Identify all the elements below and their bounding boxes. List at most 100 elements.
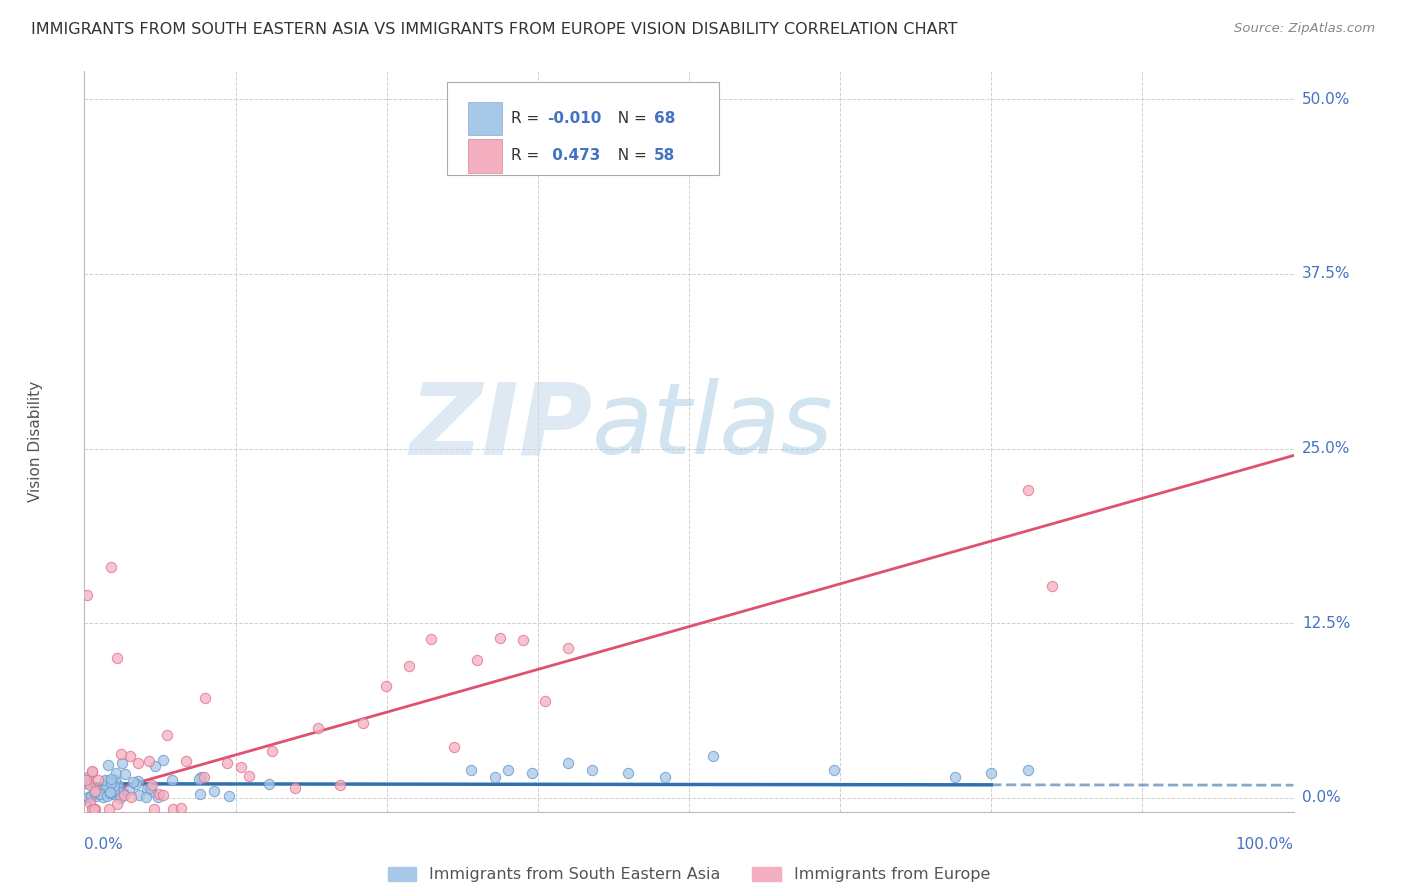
Point: [823, 763, 845, 777]
Point: [1017, 483, 1039, 498]
Point: [100, 560, 122, 574]
Point: [75, 775, 97, 789]
Point: [262, 744, 284, 758]
Point: [138, 754, 160, 768]
Point: [581, 763, 603, 777]
Point: [100, 772, 122, 786]
Point: [96, 758, 118, 772]
Text: 58: 58: [654, 148, 675, 163]
Point: [103, 779, 125, 793]
Point: [654, 770, 676, 784]
Point: [128, 788, 150, 802]
Text: 37.5%: 37.5%: [1302, 267, 1350, 281]
Text: Vision Disability: Vision Disability: [28, 381, 44, 502]
Point: [484, 770, 506, 784]
Point: [84, 802, 107, 816]
Point: [284, 781, 307, 796]
Text: N =: N =: [607, 148, 651, 163]
Point: [257, 777, 280, 791]
Text: ZIP: ZIP: [409, 378, 592, 475]
Text: 25.0%: 25.0%: [1302, 441, 1350, 456]
Text: N =: N =: [607, 111, 651, 126]
Point: [980, 765, 1002, 780]
Point: [118, 783, 141, 797]
Point: [77, 790, 100, 805]
Point: [152, 788, 174, 802]
Point: [122, 774, 145, 789]
Text: 100.0%: 100.0%: [1236, 837, 1294, 852]
FancyBboxPatch shape: [468, 102, 502, 136]
Point: [98, 802, 121, 816]
Point: [174, 754, 197, 768]
Point: [187, 772, 209, 786]
Point: [77, 790, 100, 805]
Text: 50.0%: 50.0%: [1302, 92, 1350, 107]
Point: [83, 784, 105, 798]
Point: [107, 780, 129, 795]
Point: [104, 766, 127, 780]
Text: 0.0%: 0.0%: [84, 837, 124, 852]
Point: [135, 782, 157, 797]
Point: [156, 728, 179, 742]
Point: [307, 721, 329, 735]
Point: [465, 653, 488, 667]
Point: [111, 756, 134, 770]
Point: [135, 789, 157, 804]
Point: [488, 632, 510, 646]
Point: [83, 802, 105, 816]
Point: [120, 790, 142, 805]
Point: [512, 633, 534, 648]
Point: [105, 797, 128, 811]
Point: [104, 772, 127, 787]
Text: IMMIGRANTS FROM SOUTH EASTERN ASIA VS IMMIGRANTS FROM EUROPE VISION DISABILITY C: IMMIGRANTS FROM SOUTH EASTERN ASIA VS IM…: [31, 22, 957, 37]
Point: [103, 787, 125, 801]
Point: [89, 787, 111, 801]
Text: Source: ZipAtlas.com: Source: ZipAtlas.com: [1234, 22, 1375, 36]
Point: [138, 780, 160, 795]
Point: [90, 783, 112, 797]
Point: [100, 776, 122, 790]
Point: [84, 782, 107, 797]
Point: [557, 640, 579, 655]
Point: [76, 588, 98, 602]
Point: [141, 779, 163, 793]
Point: [215, 756, 238, 770]
Text: 68: 68: [654, 111, 675, 126]
Text: R =: R =: [512, 148, 544, 163]
Legend: Immigrants from South Eastern Asia, Immigrants from Europe: Immigrants from South Eastern Asia, Immi…: [381, 861, 997, 888]
Point: [111, 786, 134, 800]
Text: 0.0%: 0.0%: [1302, 790, 1340, 805]
Point: [108, 790, 131, 805]
Point: [105, 651, 128, 665]
Point: [76, 770, 98, 784]
Point: [617, 765, 640, 780]
Point: [107, 778, 129, 792]
Point: [190, 770, 212, 784]
Point: [520, 765, 543, 780]
Point: [496, 763, 519, 777]
Point: [143, 759, 166, 773]
Point: [1040, 579, 1063, 593]
FancyBboxPatch shape: [468, 139, 502, 173]
Point: [193, 770, 215, 784]
Point: [94, 772, 117, 787]
Point: [87, 772, 110, 787]
FancyBboxPatch shape: [447, 82, 720, 175]
Point: [194, 690, 217, 705]
Point: [114, 767, 136, 781]
Point: [82, 802, 104, 816]
Point: [238, 769, 260, 783]
Point: [82, 764, 104, 779]
Point: [86, 786, 108, 800]
Point: [702, 748, 724, 763]
Point: [101, 777, 124, 791]
Point: [125, 777, 148, 791]
Point: [84, 789, 107, 804]
Point: [398, 659, 420, 673]
Text: 12.5%: 12.5%: [1302, 615, 1350, 631]
Point: [190, 787, 212, 801]
Point: [146, 789, 169, 804]
Point: [374, 679, 396, 693]
Point: [202, 784, 225, 798]
Point: [148, 787, 170, 801]
